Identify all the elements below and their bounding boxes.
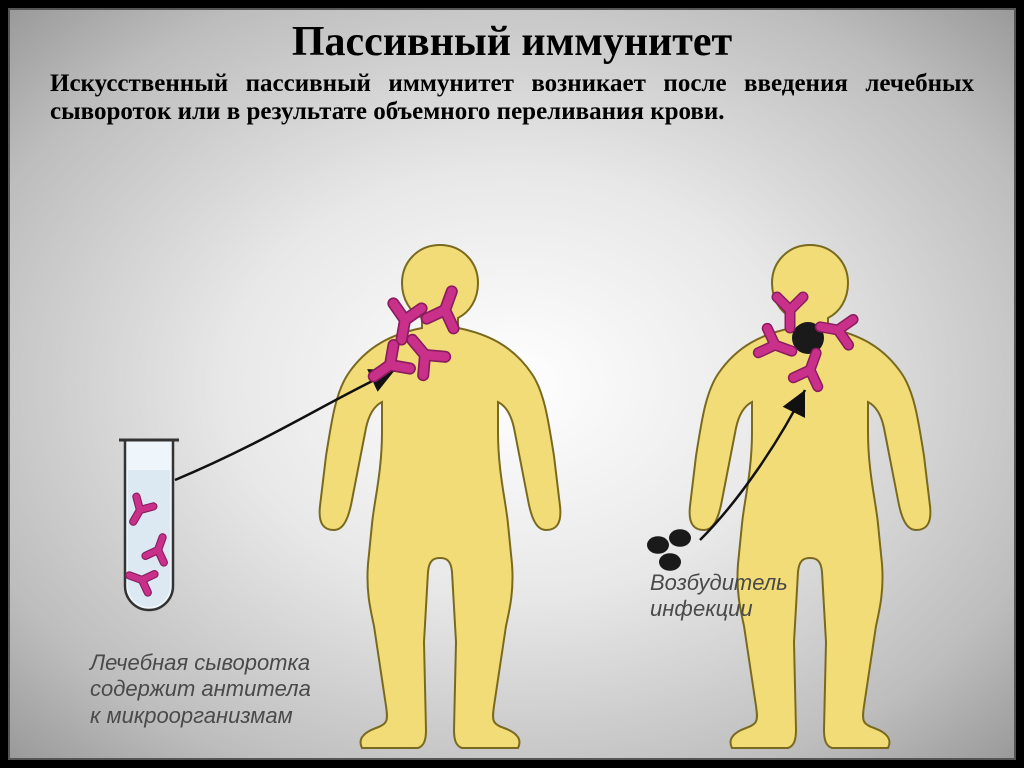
slide-frame: Пассивный иммунитет Искусственный пассив… <box>8 8 1016 760</box>
free-pathogens <box>647 529 691 571</box>
caption-serum: Лечебная сывороткасодержит антителак мик… <box>90 650 311 729</box>
caption-pathogen: Возбудительинфекции <box>650 570 788 623</box>
body-left <box>320 245 561 748</box>
body-right <box>690 245 931 748</box>
test-tube <box>119 440 179 610</box>
